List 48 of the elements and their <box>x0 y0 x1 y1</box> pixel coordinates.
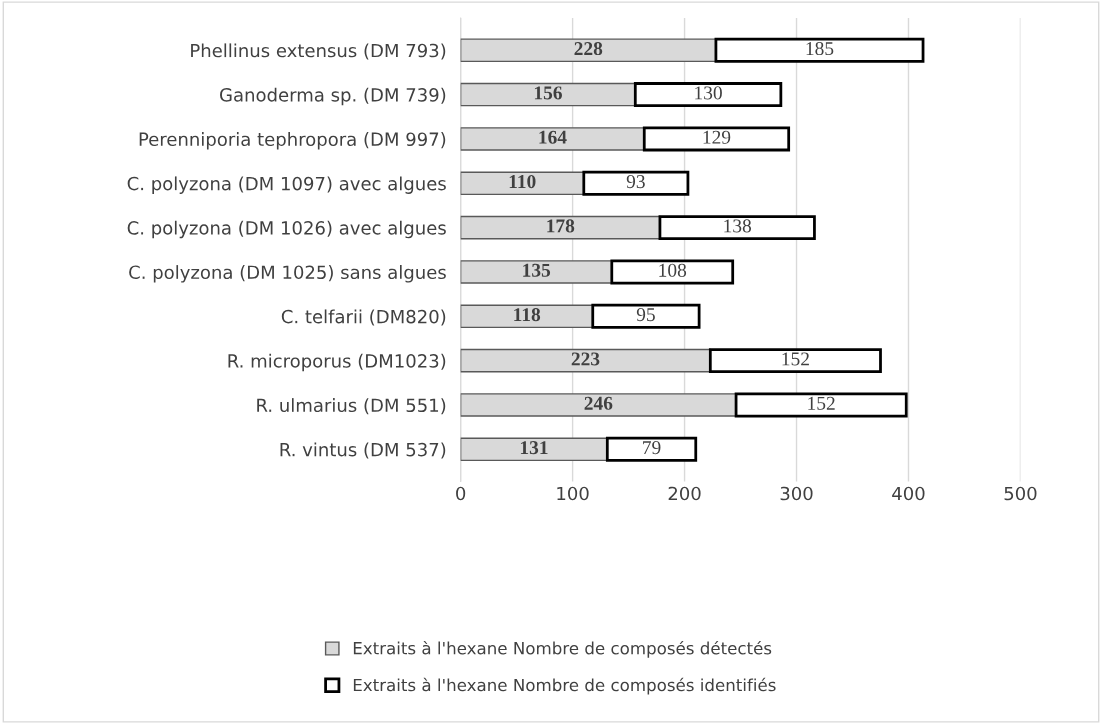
data-label: 135 <box>523 263 551 277</box>
bar <box>658 215 816 241</box>
bar <box>734 392 908 418</box>
bar <box>605 436 698 462</box>
data-label: 178 <box>547 219 575 233</box>
data-label: 108 <box>659 263 687 277</box>
x-tick-label: 300 <box>780 486 813 501</box>
data-label: 246 <box>584 396 613 410</box>
data-label: 152 <box>782 352 809 366</box>
data-label: 118 <box>514 308 541 322</box>
bar <box>708 348 882 374</box>
data-label: 164 <box>539 130 567 144</box>
legend-label: Extraits à l'hexane Nombre de composés identifiés <box>353 677 776 695</box>
data-label: 95 <box>636 308 655 322</box>
legend-label: Extraits à l'hexane Nombre de composés détectés <box>353 640 772 658</box>
y-tick-label: C. polyzona (DM 1097) avec algues <box>127 176 446 194</box>
bar <box>610 259 735 285</box>
data-label: 93 <box>626 175 645 189</box>
data-label: 185 <box>806 41 834 56</box>
bar <box>582 170 690 196</box>
data-label: 223 <box>571 352 600 366</box>
bar <box>633 82 783 108</box>
bar <box>714 37 925 63</box>
data-label: 152 <box>808 396 835 410</box>
y-tick-label: C. polyzona (DM 1025) sans algues <box>129 265 446 283</box>
data-label: 110 <box>509 175 536 189</box>
data-label: 79 <box>643 441 661 455</box>
x-tick-label: 0 <box>456 486 466 501</box>
data-label: 131 <box>520 441 548 455</box>
y-tick-label: C. polyzona (DM 1026) avec algues <box>127 220 446 239</box>
data-label: 129 <box>703 130 731 144</box>
y-tick-label: R. vintus (DM 537) <box>280 442 446 459</box>
data-label: 156 <box>534 86 562 100</box>
y-tick-label: Phellinus extensus (DM 793) <box>191 43 446 60</box>
data-label: 130 <box>695 86 722 100</box>
data-label: 138 <box>724 219 752 233</box>
y-tick-label: Perenniporia tephropora (DM 997) <box>139 132 446 150</box>
x-tick-label: 400 <box>892 486 925 501</box>
x-tick-label: 100 <box>557 486 589 501</box>
data-label: 228 <box>574 41 603 56</box>
y-tick-label: R. microporus (DM1023) <box>228 353 446 372</box>
bar <box>591 303 701 329</box>
y-tick-label: C. telfarii (DM820) <box>281 309 446 326</box>
bar <box>642 126 791 152</box>
y-tick-label: Ganoderma sp. (DM 739) <box>220 87 446 106</box>
y-tick-label: R. ulmarius (DM 551) <box>257 398 446 415</box>
x-tick-label: 500 <box>1004 486 1037 501</box>
x-tick-label: 200 <box>668 486 701 501</box>
